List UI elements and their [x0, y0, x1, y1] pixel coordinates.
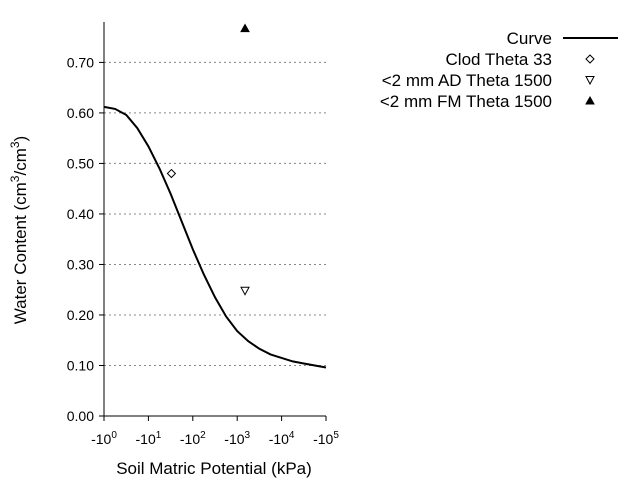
x-tick-label: -103 [224, 430, 250, 447]
data-point-triangle-up-filled [240, 23, 250, 33]
y-tick-label: 0.50 [67, 155, 94, 171]
fitted-curve-line [103, 105, 327, 369]
legend-label: <2 mm FM Theta 1500 [380, 92, 552, 111]
legend: Curve Clod Theta 33 <2 mm AD Theta 1500 <2 … [380, 29, 618, 111]
data-point-triangle-down-open [240, 286, 250, 296]
legend-marker-diamond-open [585, 54, 595, 64]
y-tick-label: 0.00 [67, 408, 94, 424]
x-axis-title: Soil Matric Potential (kPa) [116, 459, 312, 478]
legend-label: Clod Theta 33 [446, 50, 552, 69]
y-tick-label: 0.70 [67, 54, 94, 70]
axes [103, 22, 326, 417]
x-tick-label: -100 [91, 430, 117, 447]
y-tick-label: 0.60 [67, 105, 94, 121]
y-tick-label: 0.30 [67, 256, 94, 272]
marker-layer [166, 23, 250, 296]
gridlines [104, 61, 326, 366]
y-axis-title: Water Content (cm3/cm3) [8, 136, 30, 324]
y-tick-label: 0.40 [67, 206, 94, 222]
legend-label: <2 mm AD Theta 1500 [382, 71, 552, 90]
x-tick-label: -105 [313, 430, 339, 447]
x-ticks: -100 -101 -102 -103 -104 -105 [91, 416, 339, 447]
y-tick-label: 0.20 [67, 307, 94, 323]
data-point-diamond-open [166, 168, 177, 179]
curve-layer [103, 105, 327, 369]
legend-marker-triangle-down-open [585, 76, 595, 86]
x-tick-label: -102 [180, 430, 206, 447]
y-ticks: 0.00 0.10 0.20 0.30 0.40 0.50 0.60 0.70 [67, 54, 104, 424]
x-tick-label: -104 [269, 430, 295, 447]
legend-label: Curve [507, 29, 552, 48]
x-tick-label: -101 [136, 430, 162, 447]
y-tick-label: 0.10 [67, 357, 94, 373]
legend-marker-triangle-up-filled [585, 95, 595, 105]
